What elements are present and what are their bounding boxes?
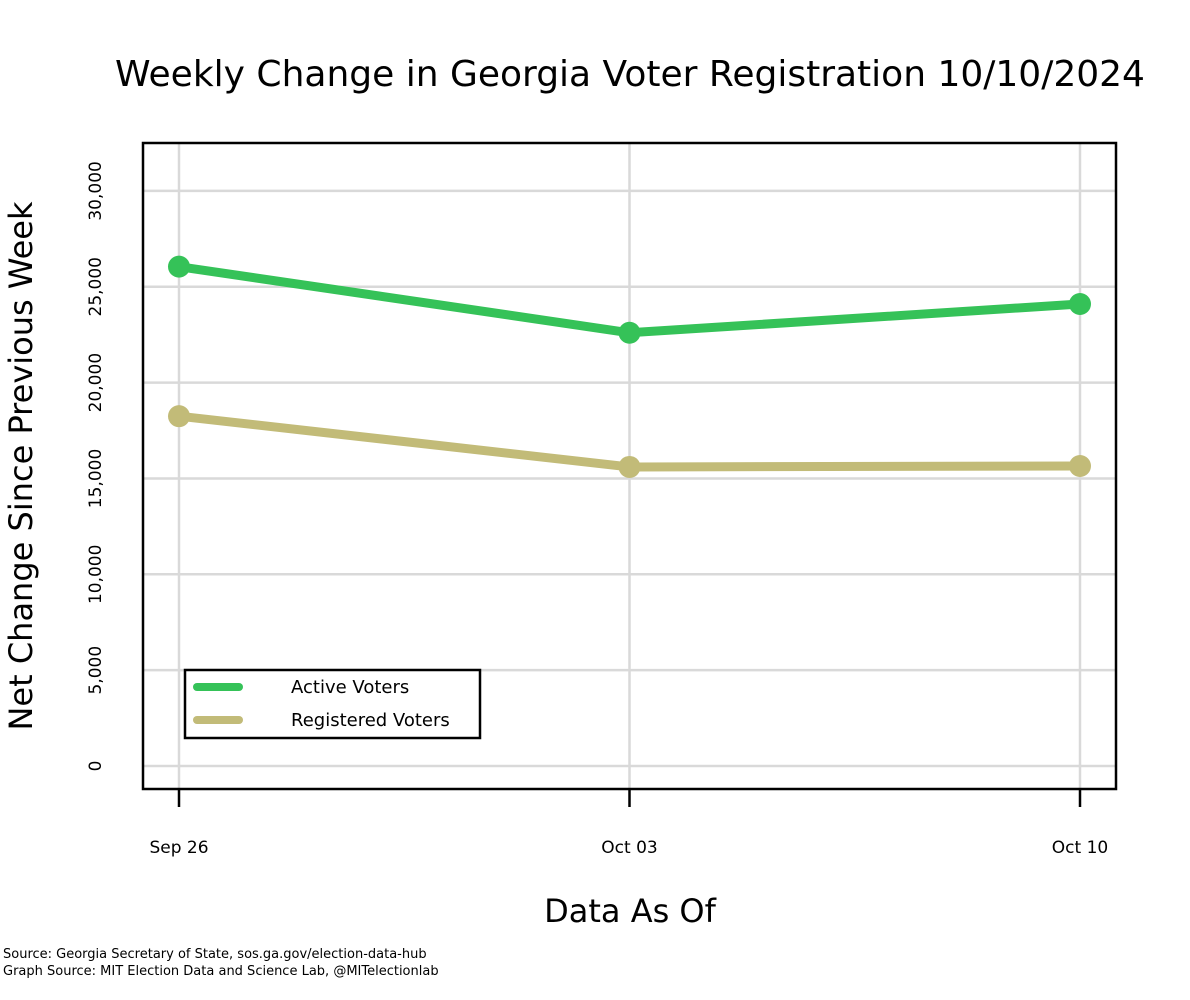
grid (143, 143, 1116, 789)
legend-box (183, 668, 482, 740)
source-note: Source: Georgia Secretary of State, sos.… (3, 947, 427, 962)
x-tick-label: Oct 03 (601, 838, 657, 858)
y-tick-label: 5,000 (86, 646, 106, 695)
data-point (1069, 293, 1091, 316)
legend-label: Registered Voters (291, 710, 450, 731)
data-point (168, 255, 190, 278)
x-tick-label: Oct 10 (1052, 838, 1108, 858)
y-tick-label: 25,000 (86, 257, 106, 316)
y-axis-title: Net Change Since Previous Week (2, 201, 40, 731)
y-tick-label: 10,000 (86, 545, 106, 604)
graph-source-note: Graph Source: MIT Election Data and Scie… (3, 964, 439, 979)
x-tick-label: Sep 26 (149, 838, 208, 858)
y-tick-label: 0 (86, 761, 106, 772)
chart-title: Weekly Change in Georgia Voter Registrat… (115, 54, 1145, 95)
y-axis: 0 5,000 10,000 15,000 20,000 25,000 30,000 (86, 161, 106, 771)
data-point (618, 455, 641, 478)
y-tick-label: 20,000 (86, 353, 106, 412)
data-point (168, 405, 190, 428)
y-tick-label: 30,000 (86, 161, 106, 220)
x-axis-title: Data As Of (544, 892, 717, 930)
legend-label: Active Voters (291, 677, 409, 698)
x-axis: Sep 26 Oct 03 Oct 10 (149, 789, 1108, 858)
data-point (618, 321, 641, 344)
data-point (1069, 455, 1091, 477)
legend: Active Voters Registered Voters (183, 668, 482, 740)
y-tick-label: 15,000 (86, 449, 106, 508)
series-group (168, 255, 1091, 478)
